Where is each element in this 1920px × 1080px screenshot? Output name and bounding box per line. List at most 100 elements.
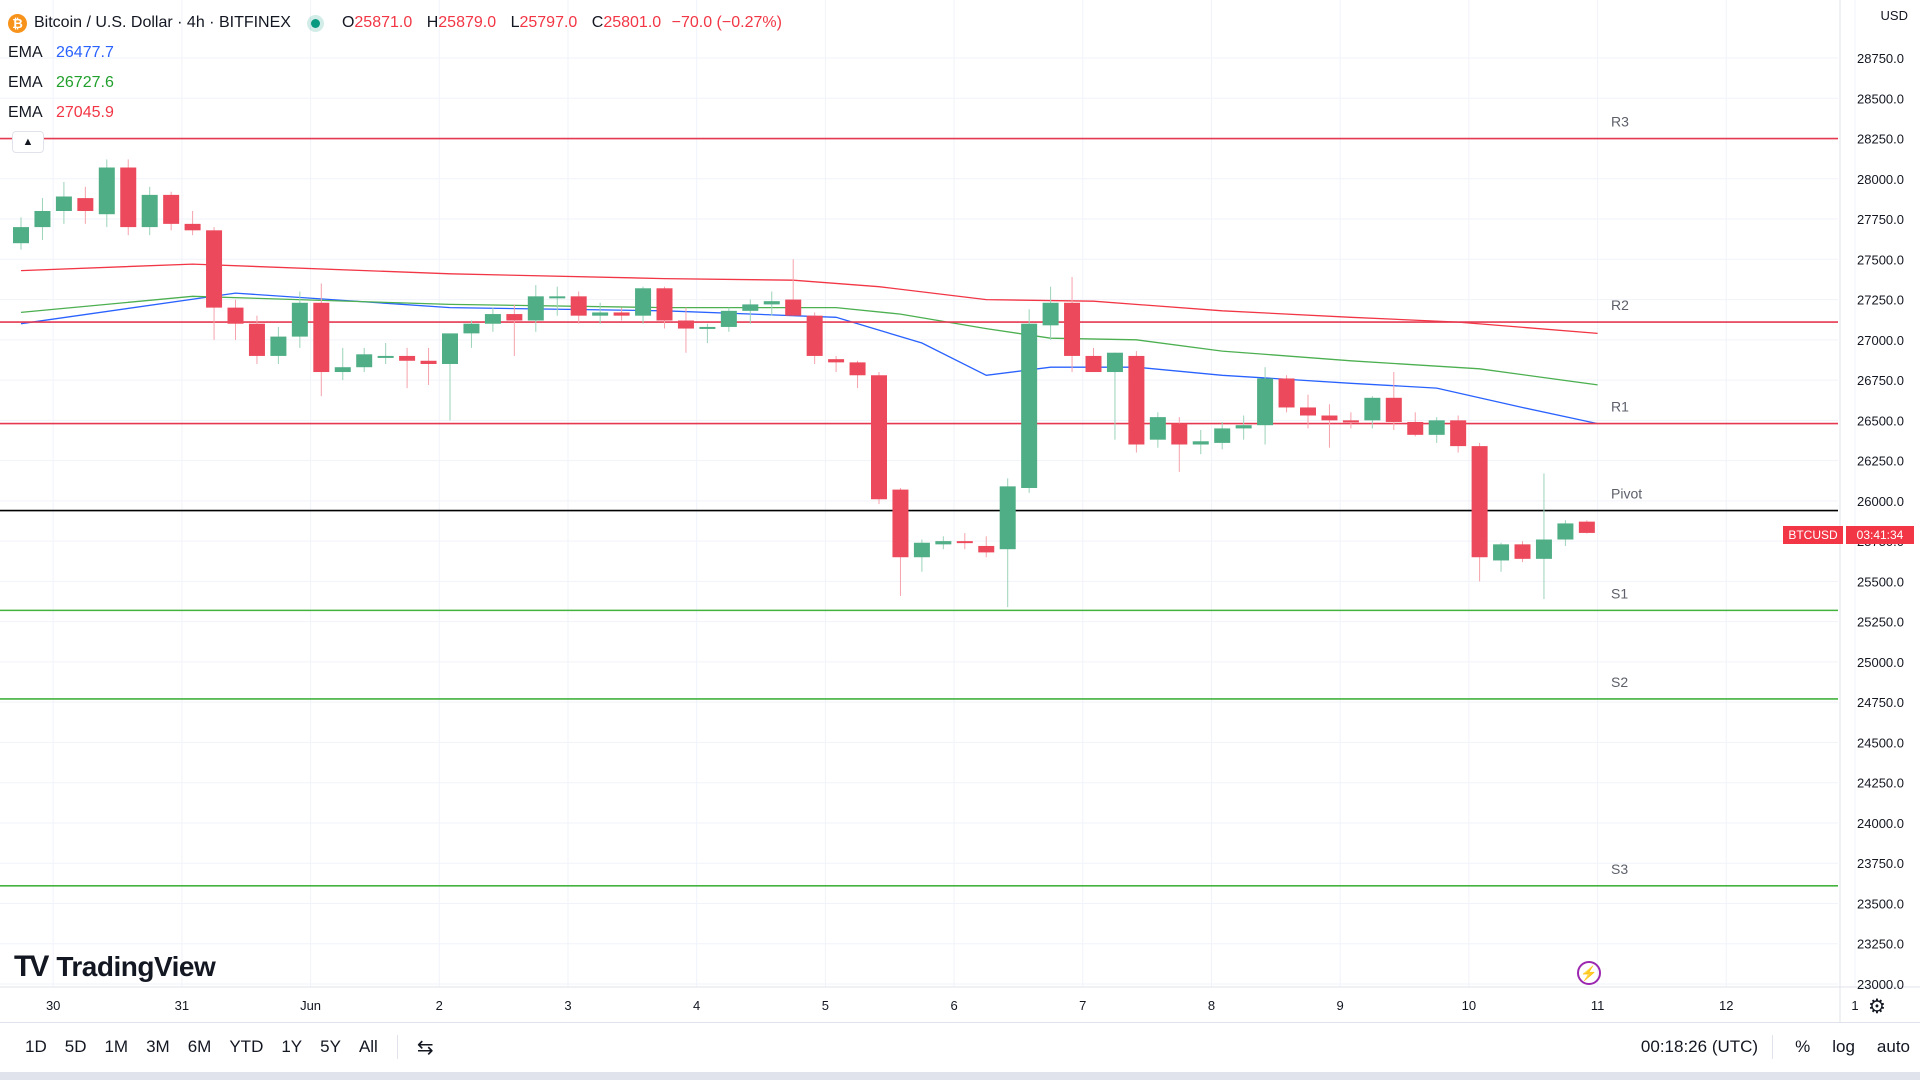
candle-body: [13, 227, 29, 244]
price-tick-label: 26000.0: [1857, 494, 1904, 509]
price-axis[interactable]: 23000.023250.023500.023750.024000.024250…: [0, 0, 1920, 1022]
range-3m-button[interactable]: 3M: [146, 1037, 170, 1056]
ema-row-3[interactable]: EMA 27045.9: [8, 98, 782, 128]
candle: [463, 320, 480, 348]
candle-body: [1085, 355, 1102, 373]
candle: [978, 536, 995, 558]
level-label-s1: S1: [1611, 585, 1628, 601]
candle-body: [549, 296, 566, 299]
range-all-button[interactable]: All: [358, 1037, 378, 1056]
candle: [1278, 375, 1295, 413]
price-tick-label: 24750.0: [1857, 695, 1904, 710]
price-tick-label: 27750.0: [1857, 212, 1904, 227]
auto-scale-button[interactable]: auto: [1876, 1037, 1910, 1056]
candle: [1321, 404, 1338, 448]
candle: [1342, 412, 1359, 429]
price-tick-label: 25500.0: [1857, 574, 1904, 589]
price-tick-label: 23500.0: [1857, 896, 1904, 911]
candle-body: [1278, 378, 1295, 408]
candle: [334, 347, 351, 381]
divider: [396, 1035, 398, 1059]
time-tick-label: 10: [1462, 998, 1476, 1013]
candle: [1192, 430, 1209, 455]
lightning-icon[interactable]: ⚡: [1577, 961, 1601, 985]
candle-body: [313, 302, 330, 373]
currency-selector[interactable]: USD: [1880, 8, 1908, 23]
candle-body: [291, 302, 308, 337]
time-tick-label: 6: [950, 998, 957, 1013]
candle-body: [1064, 302, 1081, 356]
candle: [227, 299, 244, 340]
candle-body: [656, 288, 673, 321]
range-5d-button[interactable]: 5D: [64, 1037, 87, 1056]
candle-body: [34, 210, 51, 228]
collapse-legend-button[interactable]: ▲: [12, 131, 44, 153]
candle: [1042, 286, 1059, 340]
time-axis[interactable]: 30 31 Jun 2 3 4 5 6 7 8 9 10 11 12 1: [46, 998, 1859, 1013]
candle: [98, 159, 115, 228]
price-tick-label: 28500.0: [1857, 91, 1904, 106]
price-tag-symbol: BTCUSD: [1788, 528, 1838, 542]
candle-body: [978, 545, 995, 553]
candle: [163, 191, 180, 231]
candle: [1214, 421, 1231, 450]
range-5y-button[interactable]: 5Y: [320, 1037, 341, 1056]
candle: [184, 210, 201, 236]
go-to-date-icon[interactable]: ⇆: [416, 1036, 434, 1059]
price-tick-label: 26750.0: [1857, 373, 1904, 388]
ema-value: 26477.7: [56, 44, 114, 61]
range-ytd-button[interactable]: YTD: [229, 1037, 264, 1056]
candle-body: [420, 360, 437, 364]
candle-body: [120, 167, 137, 228]
candle-body: [184, 223, 201, 231]
candle: [828, 355, 845, 373]
candle: [1385, 372, 1402, 431]
log-scale-button[interactable]: log: [1832, 1037, 1855, 1056]
candle-body: [935, 541, 952, 545]
candle: [399, 347, 416, 389]
candle: [420, 347, 437, 385]
level-label-s3: S3: [1611, 861, 1628, 877]
candle: [13, 217, 29, 250]
candle: [999, 478, 1016, 608]
level-label-s2: S2: [1611, 674, 1628, 690]
candle: [935, 536, 952, 550]
range-6m-button[interactable]: 6M: [187, 1037, 212, 1056]
price-tick-label: 27250.0: [1857, 293, 1904, 308]
high-value: 25879.0: [438, 14, 497, 31]
candle-body: [999, 486, 1016, 550]
candle: [1514, 541, 1531, 563]
time-tick-label: 12: [1719, 998, 1733, 1013]
candle: [849, 360, 866, 389]
candle-body: [1342, 420, 1359, 423]
time-tick-label: 31: [175, 998, 189, 1013]
candle-body: [913, 542, 930, 558]
candle-body: [463, 323, 480, 334]
candle-body: [1385, 397, 1402, 422]
ema-lines: [20, 263, 1598, 425]
range-1d-button[interactable]: 1D: [25, 1037, 47, 1056]
ema-row-2[interactable]: EMA 26727.6: [8, 68, 782, 98]
price-tick-label: 23250.0: [1857, 937, 1904, 952]
candle-body: [1407, 421, 1424, 435]
time-tick-label: 11: [1591, 998, 1605, 1013]
candle-body: [806, 315, 823, 356]
utc-clock[interactable]: 00:18:26 (UTC): [1640, 1037, 1759, 1056]
candle: [1300, 394, 1316, 429]
candle-body: [763, 301, 780, 305]
time-tick-label: 8: [1208, 998, 1215, 1013]
range-1m-button[interactable]: 1M: [104, 1037, 129, 1056]
candle-body: [1321, 415, 1338, 421]
symbol-row[interactable]: ₿ Bitcoin / U.S. Dollar · 4h · BITFINEX …: [8, 8, 782, 38]
settings-icon[interactable]: ⚙: [1868, 996, 1886, 1018]
tradingview-logo[interactable]: TV TradingView: [14, 950, 216, 984]
candle: [1407, 412, 1424, 437]
symbol-title[interactable]: Bitcoin / U.S. Dollar · 4h · BITFINEX: [34, 14, 291, 31]
range-1y-button[interactable]: 1Y: [281, 1037, 303, 1056]
percent-scale-button[interactable]: %: [1795, 1037, 1811, 1056]
time-tick-label: 1: [1851, 998, 1858, 1013]
price-tick-label: 24000.0: [1857, 816, 1904, 831]
candle: [1021, 309, 1038, 493]
ema-row-1[interactable]: EMA 26477.7: [8, 38, 782, 68]
